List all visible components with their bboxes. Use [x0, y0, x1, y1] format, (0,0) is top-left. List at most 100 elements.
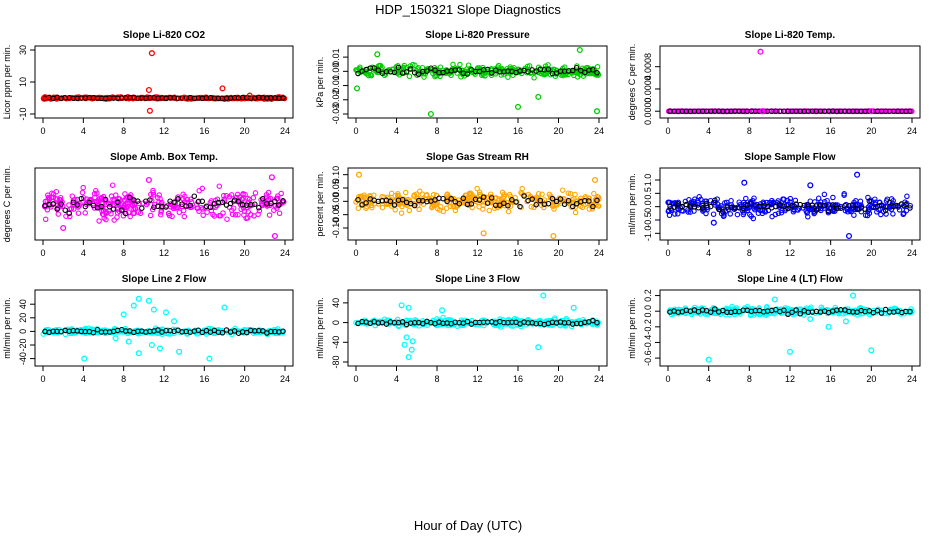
x-tick-label: 8	[747, 126, 752, 136]
data-point	[756, 310, 762, 317]
reference-point	[411, 202, 418, 209]
outlier-point	[593, 108, 601, 115]
data-point	[732, 306, 738, 312]
reference-point	[545, 66, 552, 72]
reference-point	[90, 329, 97, 336]
x-tick-label: 16	[199, 374, 209, 384]
reference-point	[590, 67, 596, 73]
plot-area	[353, 171, 602, 240]
reference-point	[821, 202, 828, 209]
y-tick-label: -1.0	[643, 226, 653, 242]
data-point	[421, 74, 427, 80]
data-point	[150, 192, 157, 198]
data-point	[108, 193, 115, 199]
outlier-point	[130, 302, 137, 309]
data-point	[180, 207, 187, 214]
outlier-point	[868, 108, 875, 115]
y-tick-label: -10	[18, 107, 28, 120]
data-point	[158, 209, 164, 215]
outlier-point	[81, 355, 88, 362]
x-tick-label: 8	[434, 374, 439, 384]
reference-point	[399, 319, 406, 325]
data-point	[467, 65, 474, 72]
reference-point	[464, 318, 471, 325]
data-point	[235, 211, 241, 218]
x-tick-label: 12	[472, 374, 482, 384]
x-tick-label: 24	[280, 374, 290, 384]
outlier-point	[807, 182, 814, 189]
data-point	[369, 204, 375, 211]
plot-frame	[34, 45, 294, 119]
data-point	[469, 204, 475, 211]
y-axis-label: kPa per min.	[315, 57, 325, 108]
outlier-point	[148, 341, 155, 349]
reference-point	[712, 197, 718, 204]
data-point	[559, 187, 566, 193]
chart-title: Slope Amb. Box Temp.	[110, 152, 218, 163]
outlier-point	[757, 48, 764, 55]
chart-title: Slope Line 2 Flow	[122, 274, 207, 285]
outlier-point	[535, 93, 542, 100]
outlier-point	[845, 232, 853, 240]
data-point	[388, 190, 395, 197]
reference-point	[428, 65, 434, 71]
x-tick-label: 12	[472, 248, 482, 258]
reference-point	[456, 67, 463, 73]
reference-point	[280, 198, 286, 204]
data-point	[412, 62, 418, 69]
reference-point	[371, 65, 377, 71]
outlier-point	[868, 347, 875, 354]
data-point	[216, 183, 223, 189]
data-point	[188, 196, 194, 203]
data-point	[416, 206, 422, 213]
chart-panel-2: Slope Li-820 Pressure kPa per min. 0 4 8 12 16…	[315, 30, 608, 136]
y-axis-label: degrees C per min.	[627, 44, 637, 121]
reference-point	[147, 197, 153, 203]
data-point	[476, 189, 483, 196]
data-point	[208, 207, 215, 214]
x-tick-label: 4	[394, 248, 399, 258]
data-point	[440, 314, 446, 321]
reference-point	[513, 199, 519, 205]
data-point	[483, 194, 490, 201]
outlier-point	[221, 304, 228, 311]
outlier-point	[148, 50, 155, 57]
data-point	[220, 192, 227, 199]
x-tick-label: 8	[747, 248, 752, 258]
x-tick-label: 4	[706, 126, 711, 136]
reference-point	[191, 193, 198, 199]
reference-point	[460, 195, 467, 202]
x-tick-label: 8	[747, 374, 752, 384]
reference-point	[90, 202, 97, 209]
y-tick-label: 0.0	[643, 305, 653, 318]
data-point	[82, 210, 88, 216]
x-tick-label: 8	[121, 374, 126, 384]
data-point	[804, 210, 810, 216]
data-point	[531, 75, 537, 81]
x-tick-label: 0	[353, 374, 358, 384]
x-tick-label: 0	[353, 126, 358, 136]
data-point	[843, 201, 849, 208]
data-point	[770, 200, 776, 206]
reference-point	[175, 196, 181, 202]
data-point	[488, 72, 495, 79]
data-point	[450, 203, 456, 210]
data-point	[429, 203, 436, 210]
reference-point	[219, 330, 226, 336]
plot-area	[353, 292, 602, 361]
data-point	[775, 210, 782, 217]
data-point	[87, 196, 94, 203]
data-point	[486, 207, 493, 214]
x-tick-label: 20	[866, 126, 876, 136]
x-tick-label: 8	[434, 248, 439, 258]
data-point	[258, 201, 265, 207]
x-tick-label: 12	[159, 374, 169, 384]
chart-title: Slope Li-820 Temp.	[745, 30, 836, 41]
reference-point	[716, 206, 722, 213]
y-tick-label: 0	[18, 329, 28, 334]
outlier-point	[60, 224, 67, 232]
data-point	[848, 208, 854, 215]
x-tick-label: 24	[594, 374, 604, 384]
reference-point	[907, 205, 913, 211]
chart-panel-8: Slope Line 3 Flow ml/min per min. 0 4 8 12 16 2…	[315, 274, 608, 384]
